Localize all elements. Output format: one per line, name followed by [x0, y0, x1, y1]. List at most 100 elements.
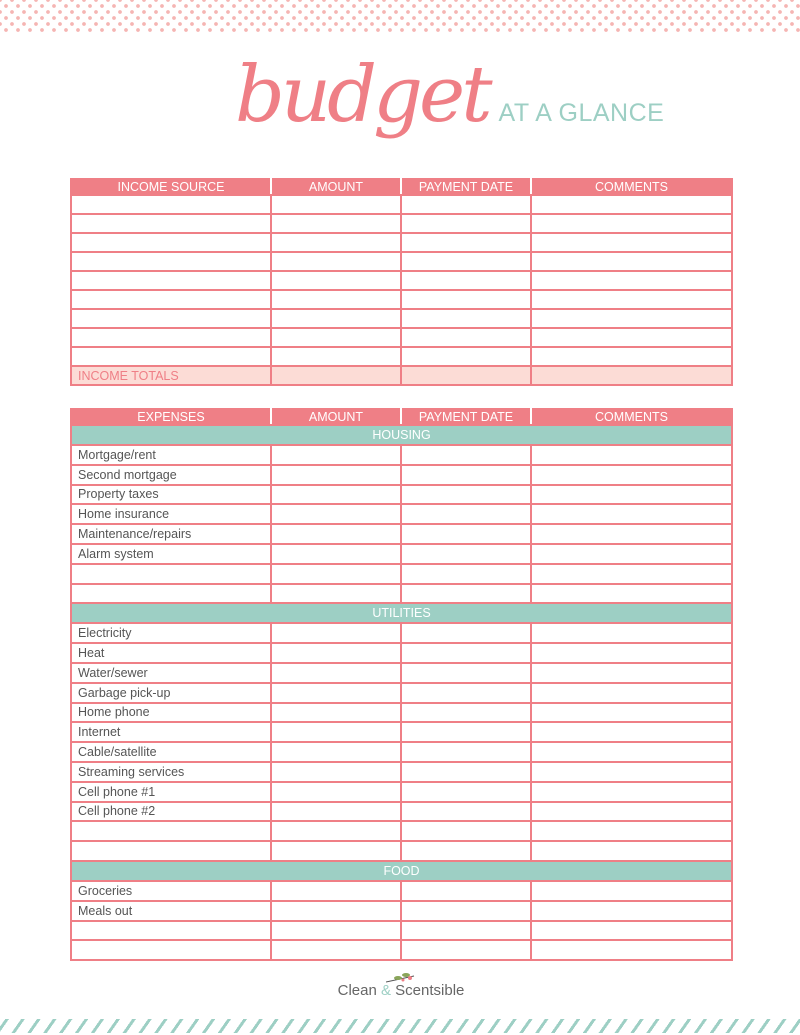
payment-date-cell[interactable] [400, 503, 532, 526]
label-cell[interactable] [70, 327, 272, 348]
amount-cell[interactable] [270, 681, 402, 704]
payment-date-cell[interactable] [400, 463, 532, 486]
amount-cell[interactable] [270, 289, 402, 310]
amount-cell[interactable] [270, 251, 402, 272]
comments-cell[interactable] [530, 194, 733, 215]
amount-cell[interactable] [270, 701, 402, 724]
amount-cell[interactable] [270, 939, 402, 962]
payment-date-cell[interactable] [400, 483, 532, 506]
comments-cell[interactable] [530, 270, 733, 291]
label-cell[interactable] [70, 232, 272, 253]
comments-cell[interactable] [530, 444, 733, 466]
comments-cell[interactable] [530, 463, 733, 486]
payment-date-cell[interactable] [400, 365, 532, 386]
amount-cell[interactable] [270, 542, 402, 565]
amount-cell[interactable] [270, 741, 402, 763]
comments-cell[interactable] [530, 939, 733, 962]
comments-cell[interactable] [530, 308, 733, 329]
payment-date-cell[interactable] [400, 289, 532, 310]
payment-date-cell[interactable] [400, 741, 532, 763]
amount-cell[interactable] [270, 444, 402, 466]
comments-cell[interactable] [530, 346, 733, 367]
payment-date-cell[interactable] [400, 800, 532, 823]
comments-cell[interactable] [530, 213, 733, 234]
payment-date-cell[interactable] [400, 701, 532, 724]
comments-cell[interactable] [530, 899, 733, 922]
amount-cell[interactable] [270, 346, 402, 367]
payment-date-cell[interactable] [400, 542, 532, 565]
comments-cell[interactable] [530, 701, 733, 724]
amount-cell[interactable] [270, 463, 402, 486]
payment-date-cell[interactable] [400, 346, 532, 367]
comments-cell[interactable] [530, 289, 733, 310]
payment-date-cell[interactable] [400, 820, 532, 843]
amount-cell[interactable] [270, 642, 402, 664]
comments-cell[interactable] [530, 879, 733, 902]
comments-cell[interactable] [530, 251, 733, 272]
amount-cell[interactable] [270, 365, 402, 386]
amount-cell[interactable] [270, 840, 402, 862]
label-cell[interactable] [70, 213, 272, 234]
payment-date-cell[interactable] [400, 232, 532, 253]
amount-cell[interactable] [270, 879, 402, 902]
comments-cell[interactable] [530, 642, 733, 664]
amount-cell[interactable] [270, 919, 402, 942]
payment-date-cell[interactable] [400, 721, 532, 744]
comments-cell[interactable] [530, 760, 733, 783]
amount-cell[interactable] [270, 582, 402, 605]
payment-date-cell[interactable] [400, 562, 532, 585]
amount-cell[interactable] [270, 308, 402, 329]
comments-cell[interactable] [530, 232, 733, 253]
comments-cell[interactable] [530, 542, 733, 565]
payment-date-cell[interactable] [400, 270, 532, 291]
payment-date-cell[interactable] [400, 760, 532, 783]
comments-cell[interactable] [530, 327, 733, 348]
comments-cell[interactable] [530, 523, 733, 545]
comments-cell[interactable] [530, 780, 733, 803]
amount-cell[interactable] [270, 721, 402, 744]
payment-date-cell[interactable] [400, 939, 532, 962]
label-cell[interactable] [70, 308, 272, 329]
payment-date-cell[interactable] [400, 899, 532, 922]
label-cell[interactable] [70, 270, 272, 291]
payment-date-cell[interactable] [400, 213, 532, 234]
comments-cell[interactable] [530, 820, 733, 843]
amount-cell[interactable] [270, 899, 402, 922]
amount-cell[interactable] [270, 523, 402, 545]
comments-cell[interactable] [530, 919, 733, 942]
comments-cell[interactable] [530, 483, 733, 506]
amount-cell[interactable] [270, 213, 402, 234]
payment-date-cell[interactable] [400, 661, 532, 684]
payment-date-cell[interactable] [400, 642, 532, 664]
payment-date-cell[interactable] [400, 681, 532, 704]
comments-cell[interactable] [530, 800, 733, 823]
amount-cell[interactable] [270, 661, 402, 684]
comments-cell[interactable] [530, 365, 733, 386]
payment-date-cell[interactable] [400, 622, 532, 645]
amount-cell[interactable] [270, 622, 402, 645]
amount-cell[interactable] [270, 800, 402, 823]
amount-cell[interactable] [270, 780, 402, 803]
payment-date-cell[interactable] [400, 327, 532, 348]
comments-cell[interactable] [530, 582, 733, 605]
comments-cell[interactable] [530, 622, 733, 645]
payment-date-cell[interactable] [400, 879, 532, 902]
comments-cell[interactable] [530, 562, 733, 585]
comments-cell[interactable] [530, 681, 733, 704]
comments-cell[interactable] [530, 661, 733, 684]
amount-cell[interactable] [270, 760, 402, 783]
amount-cell[interactable] [270, 232, 402, 253]
comments-cell[interactable] [530, 840, 733, 862]
comments-cell[interactable] [530, 741, 733, 763]
payment-date-cell[interactable] [400, 582, 532, 605]
amount-cell[interactable] [270, 270, 402, 291]
amount-cell[interactable] [270, 820, 402, 843]
label-cell[interactable] [70, 346, 272, 367]
payment-date-cell[interactable] [400, 523, 532, 545]
amount-cell[interactable] [270, 327, 402, 348]
payment-date-cell[interactable] [400, 308, 532, 329]
payment-date-cell[interactable] [400, 780, 532, 803]
label-cell[interactable] [70, 251, 272, 272]
amount-cell[interactable] [270, 503, 402, 526]
payment-date-cell[interactable] [400, 251, 532, 272]
